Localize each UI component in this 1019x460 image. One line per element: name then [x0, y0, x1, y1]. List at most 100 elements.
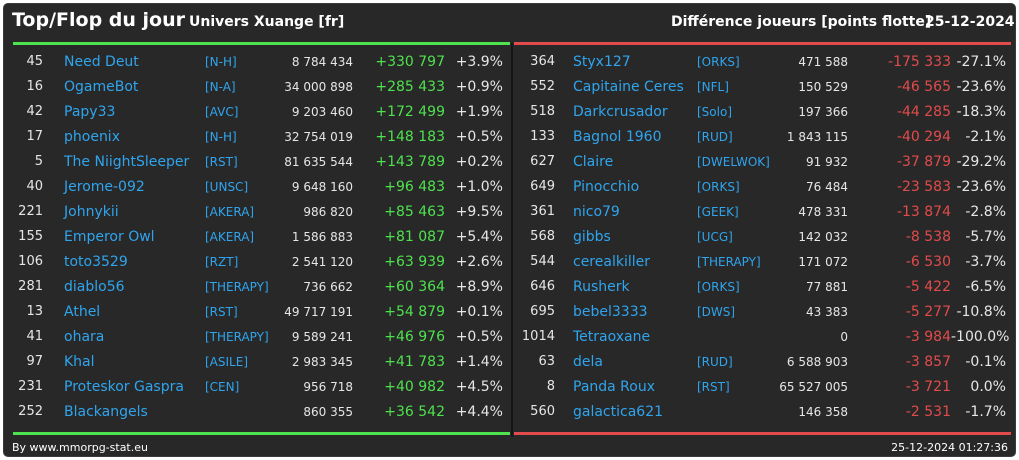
alliance-link[interactable]: [N-H] — [205, 130, 237, 144]
alliance-link[interactable]: [AKERA] — [205, 230, 255, 244]
alliance-link[interactable]: [RUD] — [697, 355, 733, 369]
alliance-link[interactable]: [DWELWOK] — [697, 155, 770, 169]
player-link[interactable]: gibbs — [573, 229, 611, 245]
alliance-link[interactable]: [RZT] — [205, 255, 239, 269]
player-link[interactable]: Proteskor Gaspra — [64, 379, 184, 395]
player-link[interactable]: phoenix — [64, 129, 120, 145]
player-link[interactable]: Claire — [573, 154, 614, 170]
alliance-link[interactable]: [NFL] — [697, 80, 729, 94]
alliance-link[interactable]: [UCG] — [697, 230, 733, 244]
points: 9 648 160 — [291, 180, 353, 194]
credit-link[interactable]: By www.mmorpg-stat.eu — [12, 441, 148, 454]
points-delta: -3 857 — [905, 354, 951, 370]
player-link[interactable]: dela — [573, 354, 603, 370]
rank: 17 — [26, 129, 43, 144]
percent-change: +8.9% — [455, 279, 503, 295]
player-link[interactable]: OgameBot — [64, 79, 139, 95]
player-link[interactable]: Blackangels — [64, 404, 148, 420]
points-delta: +330 797 — [375, 54, 445, 70]
alliance-link[interactable]: [ORKS] — [697, 280, 740, 294]
player-link[interactable]: The NiightSleeper — [64, 154, 190, 170]
rank: 133 — [530, 129, 555, 144]
points-delta: -37 879 — [896, 154, 951, 170]
player-link[interactable]: Darkcrusador — [573, 104, 668, 120]
alliance-link[interactable]: [THERAPY] — [205, 280, 269, 294]
rank: 40 — [26, 179, 43, 194]
percent-change: +4.4% — [455, 404, 503, 420]
player-link[interactable]: Jerome-092 — [64, 179, 145, 195]
points-delta: -6 530 — [905, 254, 951, 270]
player-link[interactable]: cerealkiller — [573, 254, 650, 270]
points-delta: +172 499 — [375, 104, 445, 120]
alliance-link[interactable]: [RUD] — [697, 130, 733, 144]
alliance-link[interactable]: [GEEK] — [697, 205, 739, 219]
alliance-link[interactable]: [ASILE] — [205, 355, 248, 369]
rank: 649 — [530, 179, 555, 194]
page-title: Top/Flop du jour — [12, 9, 185, 31]
flop-row: 518 Darkcrusador [Solo] 197 366 -44 285 -18.3… — [513, 99, 1016, 124]
flop-row: 560 galactica621 146 358 -2 531 -1.7% — [513, 399, 1016, 424]
player-link[interactable]: Papy33 — [64, 104, 116, 120]
player-link[interactable]: Pinocchio — [573, 179, 640, 195]
points-delta: +143 789 — [375, 154, 445, 170]
player-link[interactable]: Panda Roux — [573, 379, 656, 395]
points-delta: +36 542 — [384, 404, 445, 420]
player-link[interactable]: galactica621 — [573, 404, 664, 420]
points-delta: +96 483 — [384, 179, 445, 195]
alliance-link[interactable]: [ORKS] — [697, 180, 740, 194]
rank: 155 — [18, 229, 43, 244]
flop-bottom-divider — [514, 432, 1011, 435]
player-link[interactable]: Johnykii — [64, 204, 119, 220]
flop-row: 133 Bagnol 1960 [RUD] 1 843 115 -40 294 -2.1% — [513, 124, 1016, 149]
player-link[interactable]: Rusherk — [573, 279, 630, 295]
player-link[interactable]: bebel3333 — [573, 304, 648, 320]
player-link[interactable]: Need Deut — [64, 54, 139, 70]
player-link[interactable]: Bagnol 1960 — [573, 129, 662, 145]
points: 8 784 434 — [291, 55, 353, 69]
alliance-link[interactable]: [RST] — [697, 380, 730, 394]
alliance-link[interactable]: [UNSC] — [205, 180, 249, 194]
percent-change: -29.2% — [956, 154, 1006, 170]
player-link[interactable]: Tetraoxane — [573, 329, 651, 345]
alliance-link[interactable]: [RST] — [205, 305, 238, 319]
top-row: 17 phoenix [N-H] 32 754 019 +148 183 +0.5% — [3, 124, 511, 149]
universe-label: Univers Xuange [fr] — [189, 14, 345, 30]
player-link[interactable]: Capitaine Ceres — [573, 79, 684, 95]
points-delta: -175 333 — [888, 54, 951, 70]
player-link[interactable]: Emperor Owl — [64, 229, 155, 245]
rank: 552 — [530, 79, 555, 94]
alliance-link[interactable]: [DWS] — [697, 305, 736, 319]
rank: 364 — [530, 54, 555, 69]
flop-list: 364 Styx127 [ORKS] 471 588 -175 333 -27.1% 552… — [513, 49, 1016, 429]
alliance-link[interactable]: [N-H] — [205, 55, 237, 69]
player-link[interactable]: diablo56 — [64, 279, 125, 295]
alliance-link[interactable]: [THERAPY] — [205, 330, 269, 344]
player-link[interactable]: nico79 — [573, 204, 620, 220]
rank: 8 — [546, 379, 555, 394]
player-link[interactable]: Styx127 — [573, 54, 631, 70]
alliance-link[interactable]: [RST] — [205, 155, 238, 169]
player-link[interactable]: Khal — [64, 354, 95, 370]
player-link[interactable]: toto3529 — [64, 254, 128, 270]
points-delta: +60 364 — [384, 279, 445, 295]
points: 76 484 — [806, 180, 848, 194]
percent-change: +3.9% — [455, 54, 503, 70]
player-link[interactable]: ohara — [64, 329, 105, 345]
alliance-link[interactable]: [CEN] — [205, 380, 240, 394]
alliance-link[interactable]: [AKERA] — [205, 205, 255, 219]
points-delta: +54 879 — [384, 304, 445, 320]
alliance-link[interactable]: [N-A] — [205, 80, 236, 94]
points: 49 717 191 — [284, 305, 353, 319]
alliance-link[interactable]: [ORKS] — [697, 55, 740, 69]
percent-change: +2.6% — [455, 254, 503, 270]
points: 471 588 — [798, 55, 848, 69]
points: 1 586 883 — [291, 230, 353, 244]
top-row: 97 Khal [ASILE] 2 983 345 +41 783 +1.4% — [3, 349, 511, 374]
flop-row: 568 gibbs [UCG] 142 032 -8 538 -5.7% — [513, 224, 1016, 249]
alliance-link[interactable]: [AVC] — [205, 105, 239, 119]
rank: 361 — [530, 204, 555, 219]
alliance-link[interactable]: [THERAPY] — [697, 255, 761, 269]
player-link[interactable]: Athel — [64, 304, 101, 320]
alliance-link[interactable]: [Solo] — [697, 105, 732, 119]
